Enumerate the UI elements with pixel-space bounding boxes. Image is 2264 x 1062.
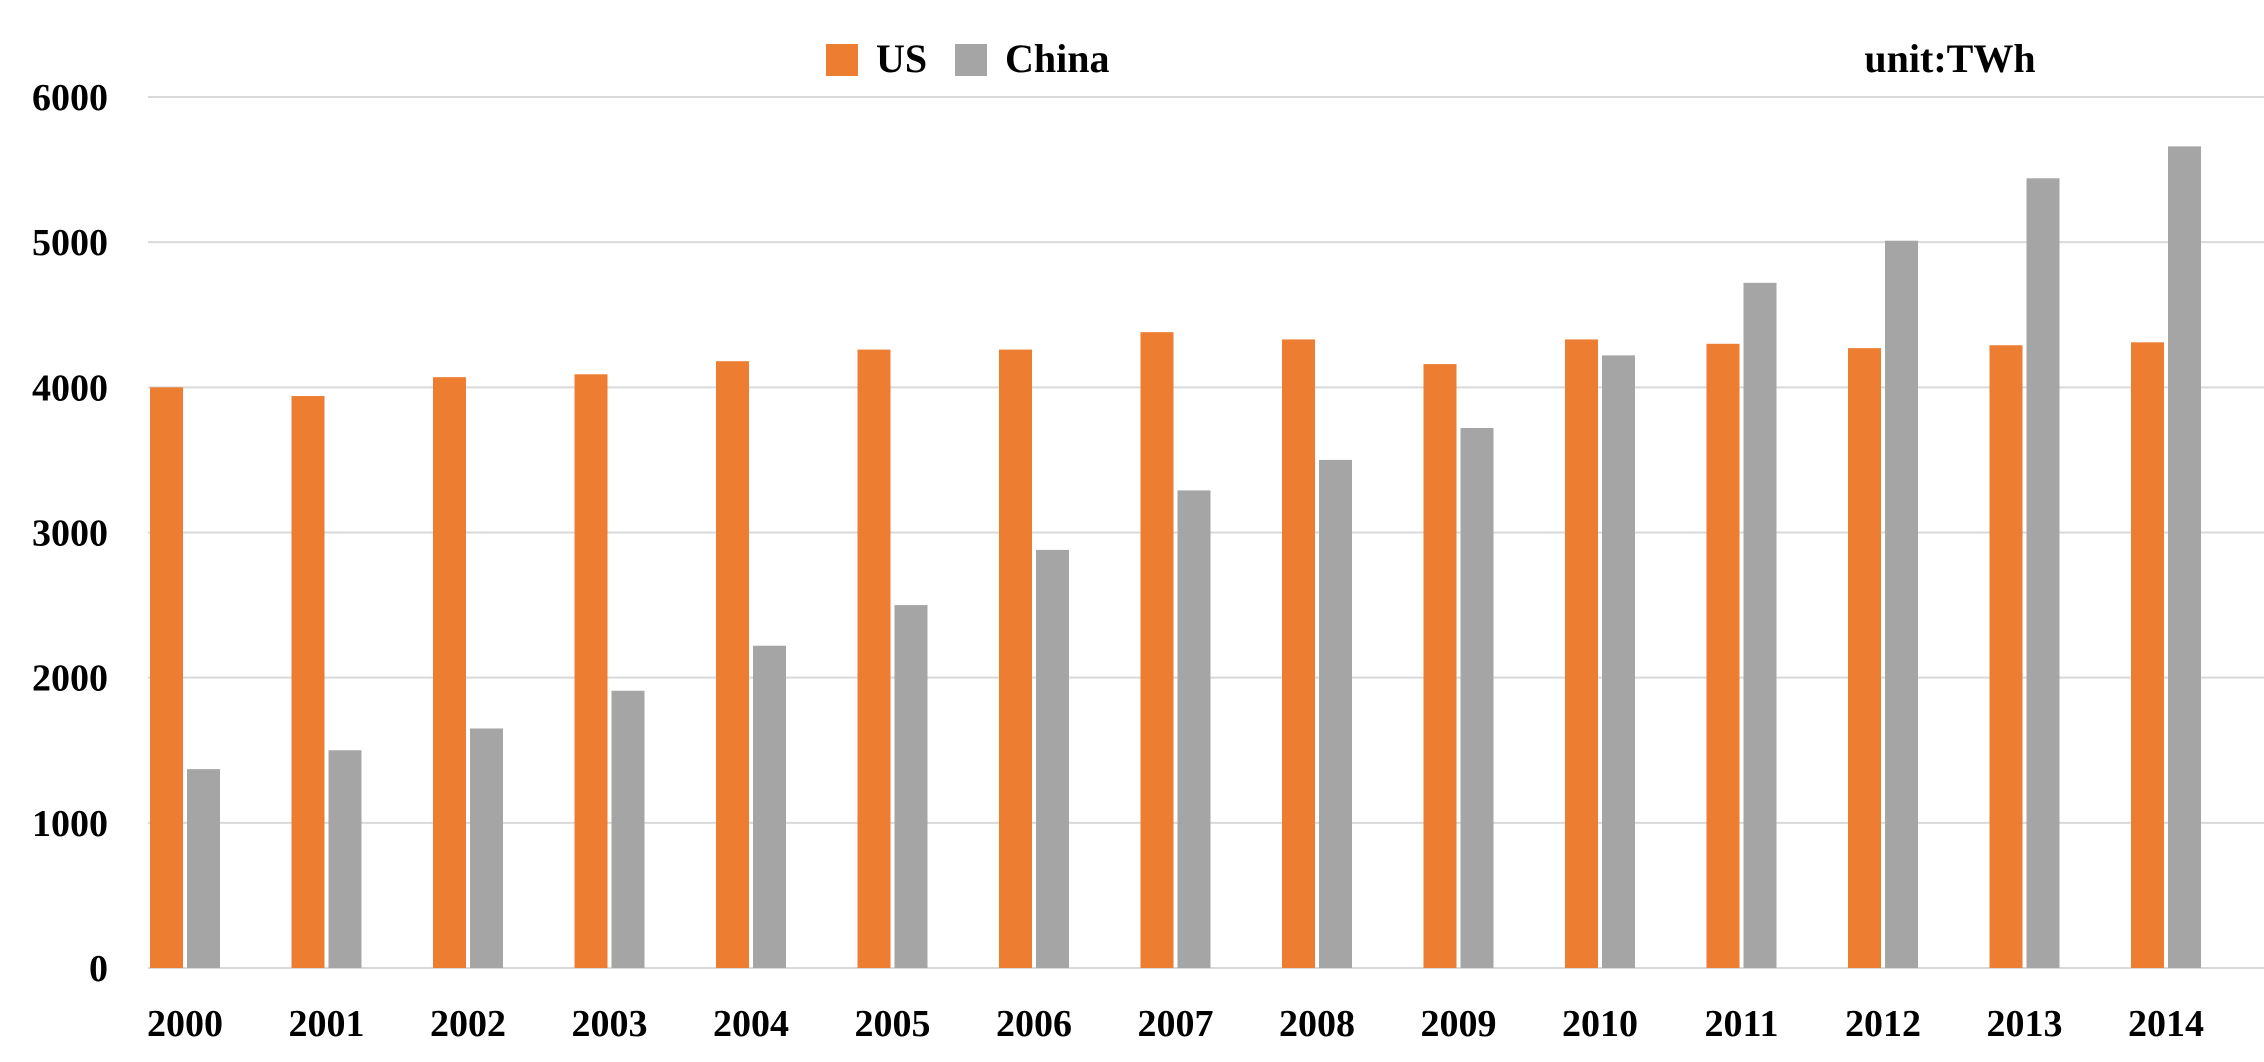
bar-china-2012: [1885, 240, 1918, 969]
bar-us-2013: [1989, 345, 2023, 968]
x-tick-label: 2011: [1705, 1003, 1779, 1045]
legend-label-china: China: [1005, 36, 1110, 81]
legend-swatch-us: [826, 44, 858, 76]
x-tick-label: 2009: [1421, 1003, 1497, 1045]
x-tick-label: 2001: [289, 1003, 365, 1045]
x-tick-label: 2006: [996, 1003, 1072, 1045]
x-tick-label: 2005: [855, 1003, 931, 1045]
bar-us-2006: [999, 349, 1032, 969]
bar-us-2003: [574, 374, 608, 969]
x-tick-label: 2000: [147, 1003, 223, 1045]
bar-china-2007: [1177, 490, 1211, 968]
bar-china-2009: [1460, 427, 1494, 969]
x-tick-label: 2002: [430, 1003, 506, 1045]
bar-china-2000: [187, 769, 220, 968]
bar-us-2000: [150, 387, 183, 968]
bar-us-2008: [1282, 339, 1315, 968]
bar-us-2005: [857, 349, 891, 969]
legend-label-us: US: [876, 36, 927, 81]
x-tick-label: 2014: [2128, 1003, 2204, 1045]
x-tick-label: 2008: [1279, 1003, 1355, 1045]
y-tick-label: 1000: [32, 803, 108, 845]
bar-china-2004: [753, 645, 786, 968]
unit-label: unit:TWh: [1864, 36, 2035, 81]
y-axis-tick-labels: 0 1000 2000 3000 4000 5000 6000: [32, 77, 108, 990]
bar-china-2014: [2168, 146, 2201, 968]
bar-china-2008: [1319, 459, 1352, 968]
bars: [150, 146, 2201, 969]
bar-china-2006: [1036, 549, 1069, 968]
bar-us-2004: [716, 361, 749, 968]
bar-us-2001: [291, 396, 325, 968]
legend: US China: [826, 36, 1110, 81]
x-tick-label: 2007: [1138, 1003, 1214, 1045]
legend-swatch-china: [955, 44, 987, 76]
bar-us-2011: [1706, 343, 1740, 968]
bar-us-2009: [1423, 364, 1457, 968]
bar-china-2001: [328, 750, 362, 968]
x-tick-label: 2004: [713, 1003, 789, 1045]
bar-us-2012: [1848, 348, 1881, 969]
x-tick-label: 2003: [572, 1003, 648, 1045]
y-tick-label: 6000: [32, 77, 108, 119]
bar-us-2010: [1565, 339, 1598, 968]
y-tick-label: 2000: [32, 658, 108, 700]
x-axis-tick-labels: 2000 2001 2002 2003 2004 2005 2006 2007 2008 2009…: [147, 1003, 2204, 1045]
x-tick-label: 2010: [1562, 1003, 1638, 1045]
bar-china-2013: [2026, 178, 2060, 968]
y-tick-label: 3000: [32, 513, 108, 555]
bar-china-2005: [894, 605, 928, 968]
bar-us-2014: [2131, 342, 2164, 968]
bar-china-2011: [1743, 282, 1777, 968]
y-tick-label: 4000: [32, 367, 108, 409]
bar-china-2002: [470, 728, 503, 968]
bar-china-2003: [611, 690, 645, 968]
y-tick-label: 0: [89, 948, 108, 990]
bar-china-2010: [1602, 355, 1635, 968]
bar-us-2007: [1140, 332, 1174, 968]
x-tick-label: 2013: [1987, 1003, 2063, 1045]
y-tick-label: 5000: [32, 222, 108, 264]
bar-us-2002: [433, 377, 466, 969]
x-tick-label: 2012: [1845, 1003, 1921, 1045]
